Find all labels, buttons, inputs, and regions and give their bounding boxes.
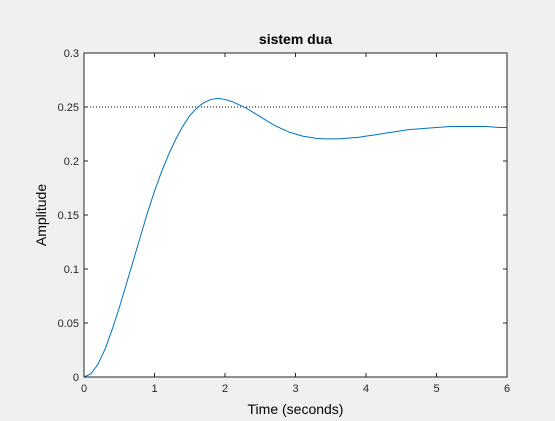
x-tick-label: 0 [81, 383, 87, 395]
step-response-line [83, 97, 507, 378]
x-tick-label: 2 [222, 383, 228, 395]
plot-area [84, 53, 507, 377]
y-axis-label: Amplitude [33, 184, 49, 246]
y-tick-label: 0.2 [64, 156, 79, 168]
y-tick-label: 0.1 [64, 264, 79, 276]
x-tick-label: 6 [504, 383, 510, 395]
y-tick-label: 0.15 [58, 210, 79, 222]
x-tick-label: 5 [433, 383, 439, 395]
y-tick-label: 0.3 [64, 48, 79, 60]
y-axis-ticks: 0 0.05 0.1 0.15 0.2 0.25 0.3 [58, 48, 507, 384]
x-axis-label: Time (seconds) [248, 401, 344, 417]
y-tick-label: 0.05 [58, 318, 79, 330]
chart-title: sistem dua [259, 31, 332, 47]
x-tick-label: 1 [151, 383, 157, 395]
y-tick-label: 0 [73, 372, 79, 384]
y-tick-label: 0.25 [58, 102, 79, 114]
x-tick-label: 3 [292, 383, 298, 395]
x-tick-label: 4 [363, 383, 369, 395]
series-layer [83, 97, 507, 378]
x-axis-ticks: 0 1 2 3 4 5 6 [81, 53, 510, 395]
